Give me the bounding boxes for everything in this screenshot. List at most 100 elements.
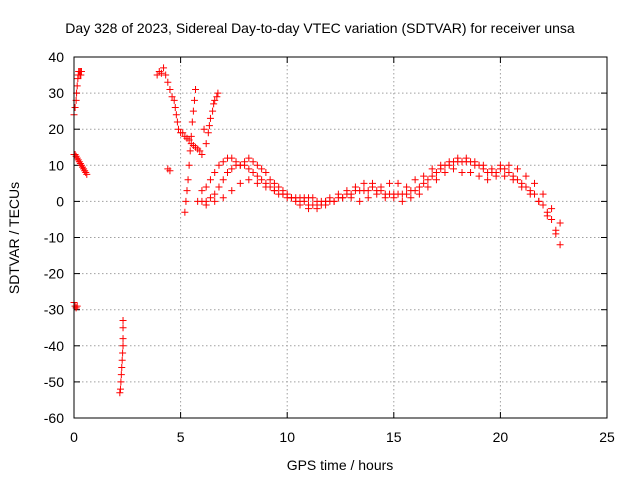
data-point: [73, 302, 81, 310]
data-point: [188, 118, 196, 126]
data-point: [428, 165, 436, 173]
data-point: [343, 187, 351, 195]
series-early-decay: [70, 150, 91, 178]
data-point: [76, 159, 84, 167]
y-tick-label: -20: [44, 266, 64, 282]
data-point: [339, 194, 347, 202]
data-point: [381, 194, 389, 202]
data-point: [198, 150, 206, 158]
data-point: [518, 183, 526, 191]
data-point: [80, 165, 88, 173]
data-point: [116, 385, 124, 393]
data-point: [77, 67, 85, 75]
data-point: [206, 114, 214, 122]
data-point: [373, 190, 381, 198]
data-point: [205, 122, 213, 130]
data-point: [119, 324, 127, 332]
data-point: [117, 371, 125, 379]
data-point: [228, 165, 236, 173]
data-point: [245, 154, 253, 162]
data-point: [479, 161, 487, 169]
data-point: [224, 169, 232, 177]
data-point: [209, 107, 217, 115]
data-point: [462, 154, 470, 162]
series-rise-5h: [181, 85, 200, 216]
series-rise-6h: [202, 89, 222, 148]
data-point: [484, 176, 492, 184]
data-point: [189, 107, 197, 115]
data-point: [258, 176, 266, 184]
data-point: [157, 69, 165, 77]
y-axis-label: SDTVAR / TECUs: [6, 182, 22, 294]
data-point: [196, 147, 204, 155]
data-point: [407, 194, 415, 202]
data-point: [556, 219, 564, 227]
data-point: [368, 179, 376, 187]
series-early-high: [70, 67, 85, 119]
data-point: [202, 140, 210, 148]
data-point: [330, 197, 338, 205]
data-point: [296, 201, 304, 209]
data-point: [424, 183, 432, 191]
data-point: [475, 172, 483, 180]
data-point: [522, 172, 530, 180]
data-point: [253, 172, 261, 180]
y-tick-label: -40: [44, 338, 64, 354]
data-point: [153, 71, 161, 79]
y-tick-label: -50: [44, 374, 64, 390]
data-point: [213, 93, 221, 101]
data-point: [236, 179, 244, 187]
data-point: [262, 169, 270, 177]
data-point: [211, 96, 219, 104]
data-point: [513, 165, 521, 173]
data-point: [77, 161, 85, 169]
data-point: [210, 100, 218, 108]
data-point: [75, 158, 83, 166]
y-tick-label: 10: [48, 157, 64, 173]
data-point: [228, 154, 236, 162]
data-point: [185, 161, 193, 169]
data-point: [505, 161, 513, 169]
data-point: [432, 176, 440, 184]
data-point: [309, 194, 317, 202]
data-point: [526, 190, 534, 198]
x-tick-labels: 0 5 10 15 20 25: [70, 429, 615, 445]
data-point: [420, 179, 428, 187]
data-point: [174, 125, 182, 133]
data-point: [219, 158, 227, 166]
data-point: [390, 194, 398, 202]
data-point: [249, 158, 257, 166]
data-point: [258, 165, 266, 173]
data-point: [492, 172, 500, 180]
y-tick-label: -60: [44, 410, 64, 426]
data-point: [77, 71, 85, 79]
data-point: [539, 190, 547, 198]
data-point: [219, 194, 227, 202]
data-point: [347, 194, 355, 202]
x-tick-label: 10: [279, 429, 295, 445]
data-point: [377, 183, 385, 191]
data-point: [82, 169, 90, 177]
data-point: [415, 190, 423, 198]
data-point: [505, 169, 513, 177]
data-point: [71, 104, 79, 112]
data-point: [187, 132, 195, 140]
data-point: [488, 165, 496, 173]
data-point: [305, 205, 313, 213]
y-tick-label: 20: [48, 121, 64, 137]
data-point: [467, 169, 475, 177]
data-point: [249, 169, 257, 177]
series-arc-5h: [174, 125, 206, 158]
data-marks: [70, 64, 564, 397]
data-point: [326, 194, 334, 202]
data-point: [262, 183, 270, 191]
data-point: [214, 89, 222, 97]
data-point: [118, 363, 126, 371]
data-point: [548, 215, 556, 223]
data-point: [184, 176, 192, 184]
data-point: [119, 349, 127, 357]
data-point: [531, 179, 539, 187]
data-point: [182, 197, 190, 205]
data-point: [73, 82, 81, 90]
